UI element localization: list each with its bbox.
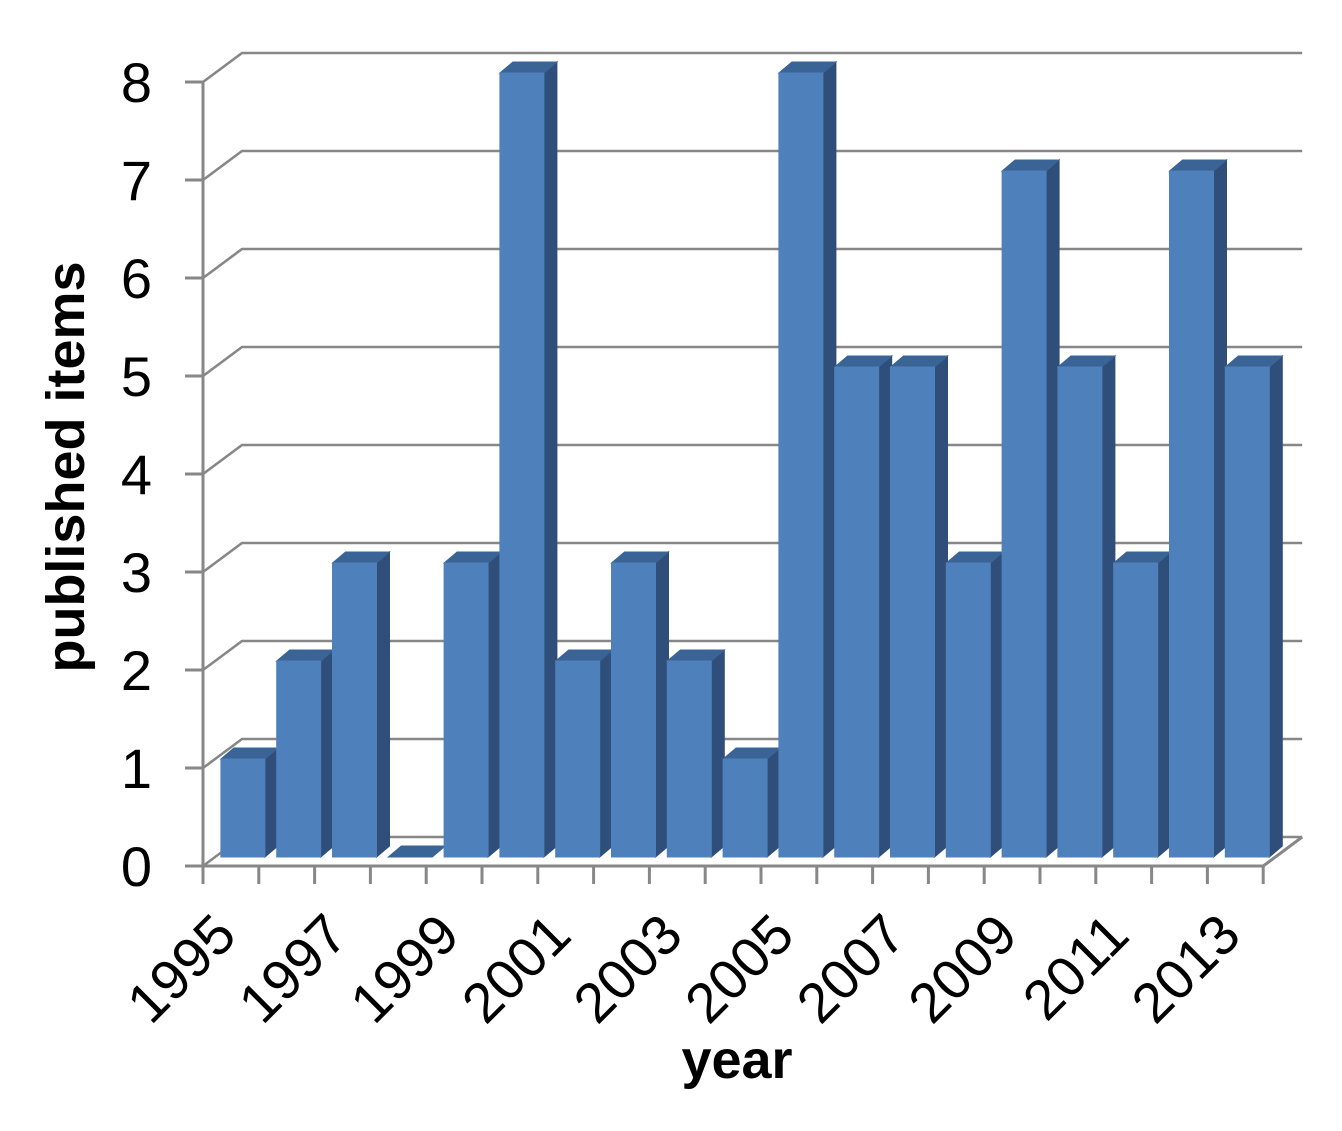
bar-front-face	[611, 562, 656, 858]
bar-2001	[554, 648, 615, 859]
bar-side-face	[934, 354, 948, 859]
bar-side-face	[320, 648, 335, 859]
bar-front-face	[1113, 562, 1159, 858]
bar-side-face	[1045, 158, 1060, 859]
bar-front-face	[499, 72, 545, 858]
x-tick-label-1997: 1997	[226, 902, 359, 1035]
bar-2004	[721, 746, 782, 859]
bar-front-face	[1224, 366, 1270, 858]
bar-2003	[665, 648, 726, 859]
bar-side-face	[710, 648, 725, 859]
bar-front-face	[890, 366, 935, 858]
bar-2007	[889, 354, 949, 859]
bar-side-face	[989, 550, 1004, 859]
floor-right-edge	[1262, 835, 1304, 868]
bar-side-face	[655, 550, 669, 859]
gridline	[202, 541, 1303, 574]
y-tick-label: 4	[121, 443, 152, 506]
bar-side-face	[1101, 354, 1116, 859]
bar-2006	[833, 354, 894, 859]
bar-front-face	[276, 660, 322, 858]
bar-2011	[1112, 550, 1173, 859]
bar-side-face	[487, 550, 502, 859]
y-tick-label: 6	[121, 247, 152, 310]
y-tick-labels: 0 1 2 3 4 5 6 7 8	[121, 51, 152, 898]
y-axis-title: published items	[36, 261, 96, 672]
bar-1999	[442, 550, 503, 859]
bar-front-face	[1057, 366, 1103, 858]
bar-side-face	[599, 648, 614, 859]
bar-front-face	[555, 660, 601, 858]
y-tick-label: 3	[121, 541, 152, 604]
x-axis-title: year	[681, 1030, 792, 1090]
bar-2002	[610, 550, 670, 859]
bar-side-face	[264, 746, 279, 859]
bar-1998	[386, 845, 447, 858]
y-tick-label: 8	[121, 51, 152, 114]
bar-front-face	[1169, 170, 1214, 858]
bar-side-face	[543, 60, 558, 859]
x-tick-label-2003: 2003	[561, 902, 694, 1035]
bars	[219, 60, 1284, 859]
bar-2010	[1056, 354, 1117, 859]
bar-1997	[331, 550, 391, 859]
gridline	[202, 443, 1303, 476]
bar-2005	[777, 60, 838, 859]
bar-1995	[219, 746, 280, 859]
gridline	[202, 345, 1303, 378]
gridline	[202, 51, 1303, 84]
x-tick-label-2005: 2005	[673, 902, 806, 1035]
bar-front-face	[443, 562, 489, 858]
y-gridlines	[202, 51, 1303, 868]
bar-side-face	[1268, 354, 1283, 859]
x-tick-label-2013: 2013	[1119, 902, 1252, 1035]
bar-top-face	[386, 845, 447, 858]
x-tick-label-2009: 2009	[896, 902, 1029, 1035]
bar-front-face	[1001, 170, 1047, 858]
gridline	[202, 247, 1303, 280]
bar-2000	[498, 60, 559, 859]
bar-front-face	[778, 72, 824, 858]
bar-side-face	[878, 354, 893, 859]
bar-2012	[1168, 158, 1228, 859]
y-tick-label: 1	[121, 737, 152, 800]
bar-front-face	[834, 366, 880, 858]
bar-front-face	[220, 758, 266, 858]
bar-2009	[1000, 158, 1061, 859]
axes	[185, 80, 1304, 884]
x-tick-label-2007: 2007	[784, 902, 917, 1035]
bar-front-face	[332, 562, 377, 858]
bar-2008	[944, 550, 1005, 859]
bar-side-face	[766, 746, 781, 859]
y-tick-label: 2	[121, 639, 152, 702]
bar-front-face	[722, 758, 768, 858]
gridline	[202, 149, 1303, 182]
bar-side-face	[822, 60, 837, 859]
bar-2013	[1223, 354, 1284, 859]
y-tick-label: 7	[121, 149, 152, 212]
x-tick-label-2011: 2011	[1010, 902, 1140, 1032]
bar-front-face	[666, 660, 712, 858]
bar-side-face	[1157, 550, 1172, 859]
bar-front-face	[945, 562, 991, 858]
x-tick-label-2001: 2001	[450, 902, 583, 1035]
x-tick-label-1999: 1999	[338, 902, 471, 1035]
bar-side-face	[376, 550, 390, 859]
x-tick-label-1995: 1995	[115, 902, 248, 1035]
bar-1996	[275, 648, 336, 859]
y-tick-label: 5	[121, 345, 152, 408]
bar-side-face	[1213, 158, 1227, 859]
y-tick-label: 0	[121, 835, 152, 898]
